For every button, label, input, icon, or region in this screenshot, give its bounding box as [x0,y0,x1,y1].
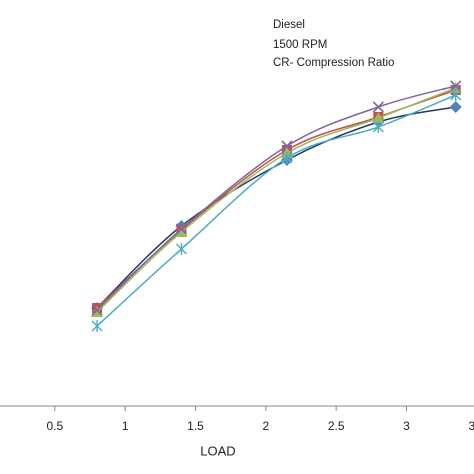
marker [450,89,462,101]
series-line [96,85,456,311]
annotation: 1500 RPM [273,39,327,51]
series-line [96,89,456,309]
marker [372,121,384,133]
annotation: Diesel [273,19,305,31]
series-line [96,106,456,309]
marker [449,82,462,93]
marker [449,101,462,113]
x-tick-label: 0.5 [47,419,64,433]
x-tick-label: 1 [122,419,129,433]
x-tick-label: 1.5 [187,419,204,433]
series-line [96,94,457,327]
marker [175,226,188,237]
x-tick-label: 2 [262,419,269,433]
marker [175,243,187,255]
marker [372,101,384,113]
marker [91,306,104,317]
marker [175,223,188,235]
x-tick-label: 2.5 [328,419,345,433]
x-tick-label: 3 [403,419,410,433]
x-tick-label: 3.5 [468,419,474,433]
marker [91,320,103,332]
marker [281,152,293,164]
series-line [96,87,456,313]
annotation: CR- Compression Ratio [273,57,394,69]
marker [450,80,462,92]
x-axis-label: LOAD [200,443,235,458]
marker [281,140,293,152]
marker [372,112,385,123]
marker [91,304,103,316]
